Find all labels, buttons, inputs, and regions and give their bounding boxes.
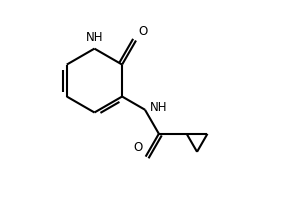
Text: O: O xyxy=(139,25,148,38)
Text: NH: NH xyxy=(150,101,167,114)
Text: O: O xyxy=(134,141,143,154)
Text: NH: NH xyxy=(86,31,103,44)
